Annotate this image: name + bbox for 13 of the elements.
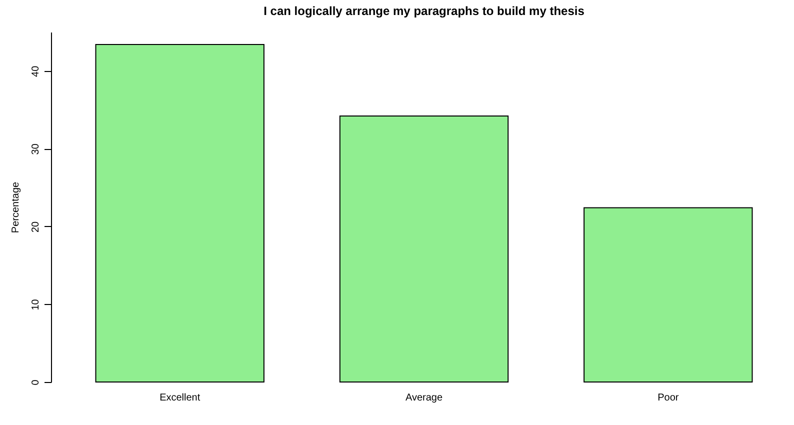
- y-axis-title: Percentage: [10, 181, 22, 234]
- bar: [339, 116, 509, 382]
- bar: [584, 207, 753, 382]
- chart-title: I can logically arrange my paragraphs to build my thesis: [264, 4, 585, 18]
- x-tick-label: Poor: [658, 392, 680, 404]
- y-tick-label: 20: [30, 220, 42, 233]
- y-tick-label: 40: [30, 65, 42, 77]
- y-tick-label: 0: [30, 379, 42, 386]
- x-tick-label: Excellent: [160, 392, 200, 404]
- bar: [95, 44, 264, 382]
- y-tick-label: 10: [30, 298, 42, 310]
- y-tick-label: 30: [30, 143, 42, 155]
- x-tick-label: Average: [405, 392, 443, 404]
